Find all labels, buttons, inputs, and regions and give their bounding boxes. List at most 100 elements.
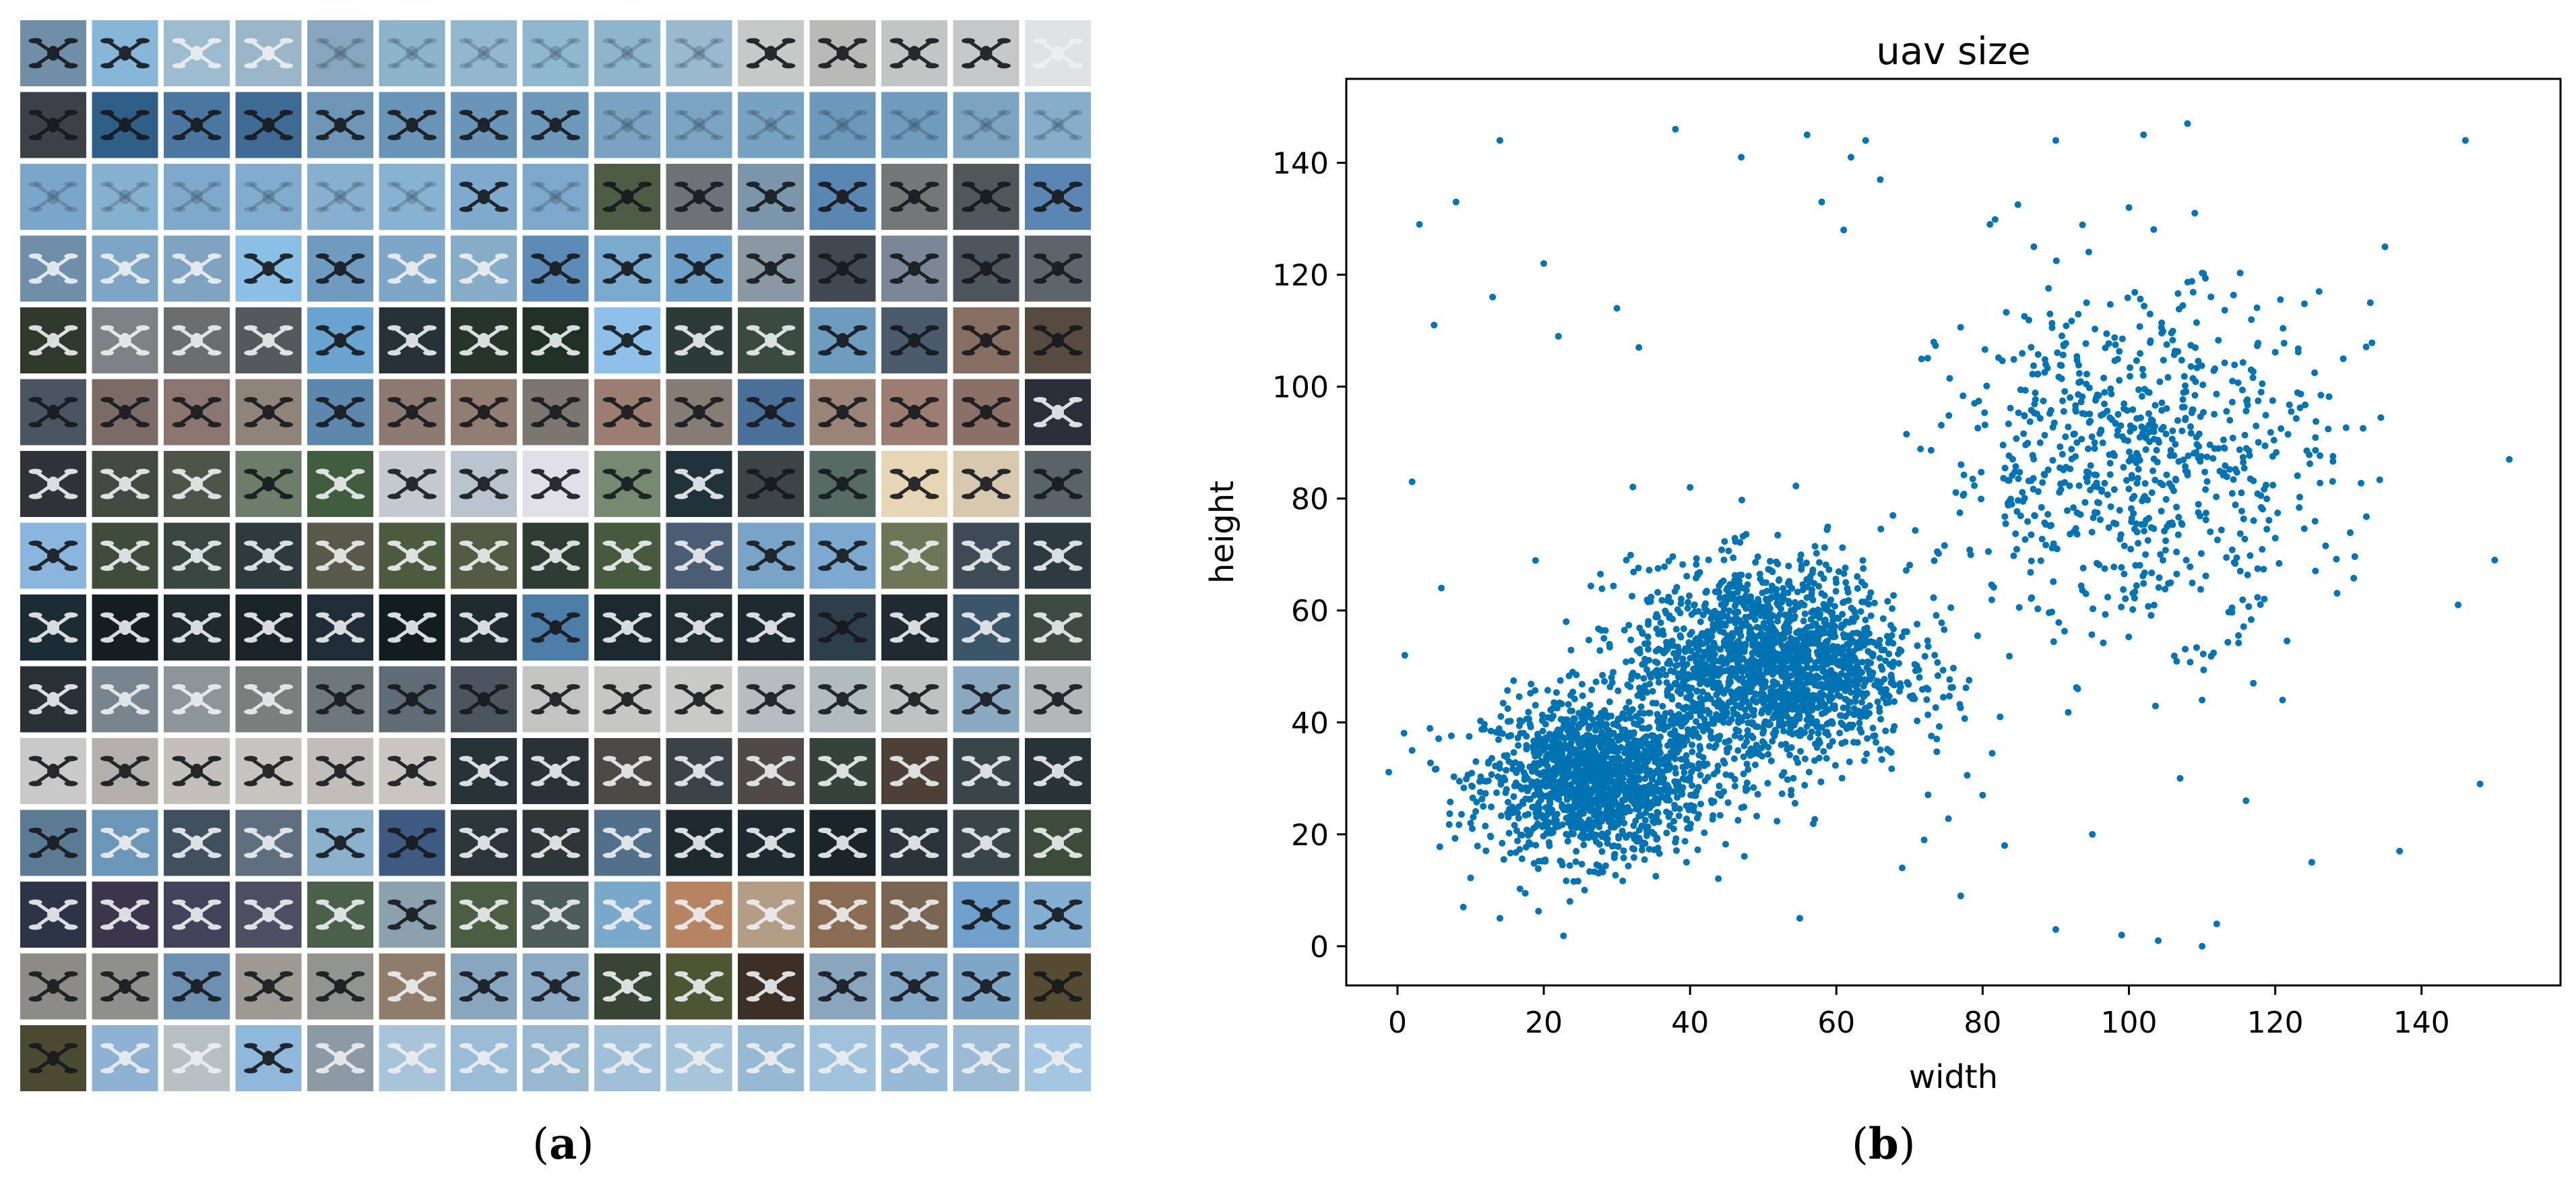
scatter-point	[1579, 782, 1586, 789]
scatter-point	[2218, 526, 2225, 534]
scatter-point	[2259, 380, 2266, 388]
mosaic-tile	[881, 235, 947, 302]
drone-icon	[602, 899, 652, 930]
mosaic-tile	[594, 379, 660, 446]
scatter-point	[1740, 742, 1748, 750]
scatter-point	[1527, 795, 1534, 803]
scatter-point	[1604, 768, 1611, 776]
scatter-point	[1860, 565, 1867, 572]
scatter-point	[2253, 422, 2260, 429]
scatter-point	[1436, 843, 1443, 851]
mosaic-tile	[92, 594, 158, 661]
scatter-point	[1606, 778, 1613, 785]
scatter-point	[1684, 704, 1691, 711]
scatter-point	[1773, 558, 1780, 566]
scatter-point	[1759, 729, 1767, 737]
mosaic-tile	[235, 92, 302, 158]
drone-icon	[674, 325, 724, 356]
scatter-point	[1599, 671, 1606, 679]
scatter-point	[2034, 605, 2042, 613]
y-tick-label: 60	[1291, 594, 1329, 629]
scatter-point	[1488, 803, 1495, 811]
scatter-point	[1988, 750, 1996, 757]
scatter-point	[1676, 609, 1684, 617]
mosaic-tile	[809, 307, 876, 373]
scatter-point	[1889, 677, 1896, 685]
scatter-point	[1757, 680, 1765, 688]
scatter-point	[2104, 407, 2111, 415]
scatter-point	[1631, 720, 1638, 727]
scatter-point	[1914, 717, 1921, 725]
drone-icon	[315, 181, 365, 212]
drone-icon	[172, 683, 222, 715]
drone-icon	[1033, 396, 1083, 428]
mosaic-tile	[235, 379, 302, 446]
drone-icon	[889, 109, 939, 141]
scatter-point	[1780, 768, 1788, 776]
mosaic-tile	[522, 20, 589, 86]
drone-icon	[100, 325, 150, 356]
scatter-point	[1573, 848, 1580, 855]
mosaic-tile	[666, 20, 732, 86]
scatter-point	[1531, 747, 1538, 754]
scatter-point	[2247, 552, 2254, 559]
drone-icon	[28, 827, 78, 859]
scatter-point	[1691, 608, 1699, 615]
scatter-point	[1790, 644, 1797, 652]
drone-icon	[172, 827, 222, 859]
drone-icon	[387, 396, 437, 428]
mosaic-tile	[20, 666, 86, 733]
scatter-point	[1821, 708, 1829, 716]
mosaic-tile	[1025, 522, 1091, 589]
scatter-point	[1509, 803, 1516, 811]
scatter-point	[1831, 762, 1839, 769]
scatter-point	[2350, 574, 2358, 582]
drone-icon	[531, 109, 580, 141]
scatter-point	[1902, 567, 1910, 574]
scatter-point	[1745, 623, 1753, 630]
scatter-point	[2021, 536, 2029, 543]
scatter-point	[1649, 688, 1656, 695]
scatter-point	[2175, 514, 2182, 521]
drone-icon	[818, 683, 867, 715]
scatter-point	[1978, 495, 1985, 503]
scatter-point	[1918, 355, 1925, 363]
scatter-point	[1472, 758, 1480, 765]
scatter-point	[2106, 451, 2113, 458]
panel-b-close: )	[1898, 1120, 1916, 1169]
mosaic-tile	[809, 1025, 876, 1091]
scatter-point	[2077, 511, 2084, 518]
scatter-point	[2065, 423, 2072, 431]
mosaic-tile	[164, 882, 230, 948]
scatter-point	[2228, 546, 2236, 553]
scatter-point	[1984, 548, 1992, 555]
scatter-point	[1641, 775, 1649, 783]
scatter-point	[1666, 810, 1674, 818]
scatter-point	[2271, 348, 2279, 356]
scatter-point	[1840, 621, 1848, 629]
drone-icon	[28, 540, 78, 572]
drone-icon	[387, 971, 437, 1002]
scatter-point	[1750, 784, 1757, 791]
scatter-point	[2259, 546, 2266, 553]
scatter-point	[1833, 661, 1841, 668]
drone-icon	[889, 540, 939, 572]
scatter-point	[1878, 756, 1885, 763]
scatter-point	[1941, 542, 1948, 549]
scatter-point	[1974, 425, 1982, 432]
scatter-point	[1729, 583, 1736, 590]
scatter-point	[1584, 787, 1592, 794]
scatter-point	[1849, 668, 1856, 675]
scatter-point	[1614, 807, 1622, 814]
scatter-point	[2180, 404, 2188, 411]
scatter-point	[1798, 668, 1805, 675]
scatter-point	[2317, 452, 2324, 459]
mosaic-tile	[379, 92, 445, 158]
mosaic-tile	[881, 810, 947, 876]
scatter-point	[1640, 787, 1647, 794]
mosaic-tile	[953, 953, 1019, 1020]
scatter-point	[1470, 814, 1477, 821]
drone-icon	[28, 325, 78, 356]
scatter-point	[1649, 700, 1656, 707]
drone-icon	[602, 1043, 652, 1074]
